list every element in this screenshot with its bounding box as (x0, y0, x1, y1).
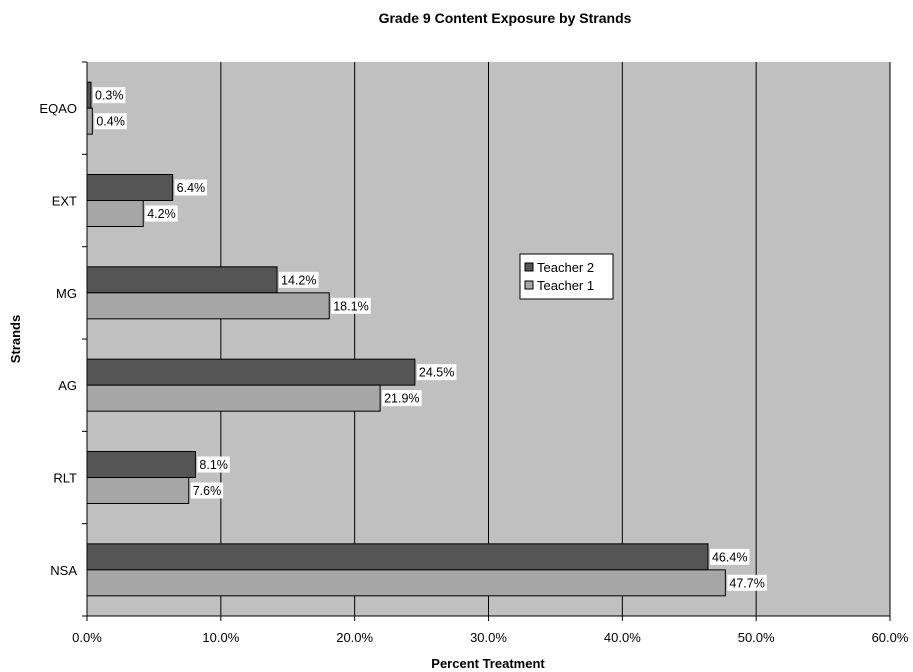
data-label-bg (197, 456, 230, 473)
bar (86, 451, 196, 478)
bar (86, 174, 174, 201)
x-tick-label: 50.0% (738, 630, 775, 645)
data-label: 0.3% (95, 89, 124, 103)
data-label: 8.1% (199, 458, 228, 472)
data-label: 6.4% (177, 181, 206, 195)
bar (86, 384, 381, 412)
y-tick-label: NSA (50, 563, 77, 578)
data-label-bg (190, 482, 224, 499)
data-label-bg (279, 271, 319, 288)
bar (86, 292, 330, 320)
y-tick-label: AG (58, 378, 77, 393)
grid-lines (220, 62, 891, 616)
bar (86, 200, 144, 227)
data-label: 4.2% (147, 207, 176, 221)
bars (86, 81, 726, 597)
data-label-bg (145, 205, 178, 222)
legend-label: Teacher 2 (537, 260, 594, 275)
bar (86, 477, 190, 504)
chart-title: Grade 9 Content Exposure by Strands (379, 10, 632, 26)
data-label-bg (93, 87, 126, 104)
data-labels: 0.3% 0.4% 6.4%4.2% 14.2% 18.1% 24.5%21.9% 8.1%… (93, 87, 767, 591)
bar (86, 107, 93, 135)
data-label-bg (331, 297, 371, 314)
data-label: 47.7% (729, 576, 764, 590)
bar (86, 266, 278, 294)
data-label: 21.9% (384, 392, 419, 406)
data-label-bg (709, 548, 750, 565)
data-label-bg (94, 113, 127, 130)
y-tick-label: MG (56, 286, 77, 301)
data-label: 24.5% (419, 366, 454, 380)
x-axis-title: Percent Treatment (431, 656, 545, 671)
data-label: 0.4% (96, 115, 125, 129)
y-tick-label: EQAO (39, 101, 77, 116)
x-tick-label: 0.0% (72, 630, 102, 645)
data-label: 14.2% (281, 273, 316, 287)
x-tick-label: 30.0% (470, 630, 507, 645)
x-tick-label: 40.0% (604, 630, 641, 645)
bar (86, 358, 416, 386)
x-tick-label: 10.0% (202, 630, 239, 645)
data-label: 46.4% (712, 550, 747, 564)
y-tick-label: RLT (53, 471, 77, 486)
data-label: 7.6% (193, 484, 222, 498)
bar (86, 543, 709, 571)
legend-box (519, 253, 614, 300)
x-tick-label: 20.0% (336, 630, 373, 645)
legend-label: Teacher 1 (537, 278, 594, 293)
legend-swatch (524, 262, 534, 272)
data-label-bg (416, 364, 457, 381)
data-label-bg (382, 390, 422, 407)
bar (86, 569, 726, 597)
legend: Teacher 2 Teacher 1 (519, 253, 614, 300)
legend-swatch (524, 280, 534, 290)
data-label: 18.1% (333, 299, 368, 313)
x-tick-label: 60.0% (872, 630, 909, 645)
bar (86, 81, 92, 109)
data-label-bg (174, 179, 208, 196)
data-label-bg (727, 574, 767, 591)
y-tick-label: EXT (52, 194, 77, 209)
axes: EQAO EXT MG AG RLT NSA 0.0% 10.0% 20.0% 30.0% 40.0… (39, 61, 909, 645)
y-axis-title: Strands (8, 315, 23, 363)
